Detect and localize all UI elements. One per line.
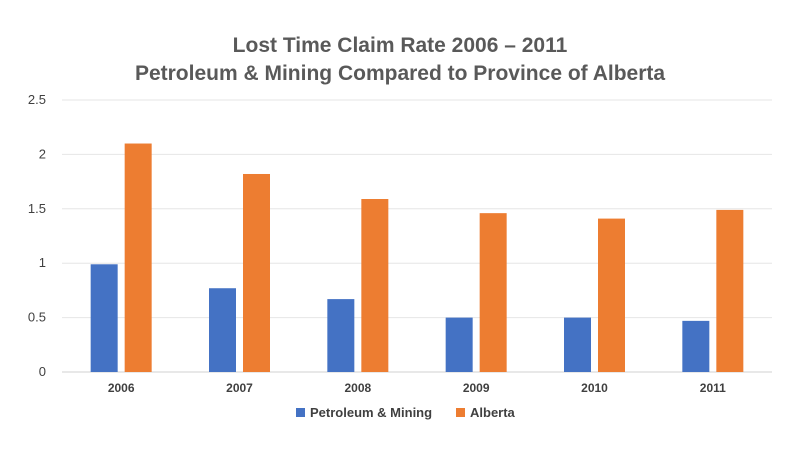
y-tick-label: 2.5 [28, 92, 46, 107]
bar-alberta-2007 [243, 173, 270, 372]
bar-petroleum-mining-2010 [564, 317, 591, 372]
chart-subtitle: Petroleum & Mining Compared to Province … [135, 62, 665, 85]
bar-petroleum-mining-2011 [682, 320, 710, 372]
x-tick-label: 2011 [700, 381, 726, 395]
bar-alberta-2008 [361, 199, 389, 372]
bar-alberta-2009 [479, 213, 507, 372]
x-tick-label: 2010 [581, 381, 608, 395]
y-tick-label: 1.5 [28, 201, 46, 216]
bar-alberta-2010 [598, 218, 625, 372]
y-axis-ticks: 0 0.5 1 1.5 2 2.5 [28, 92, 46, 379]
legend-label-alberta: Alberta [470, 405, 516, 420]
bar-alberta-2011 [716, 209, 744, 372]
bar-petroleum-mining-2006 [90, 264, 118, 372]
bar-alberta-2006 [124, 143, 152, 372]
gridlines [62, 99, 772, 373]
bar-petroleum-mining-2008 [327, 299, 355, 372]
chart-title: Lost Time Claim Rate 2006 – 2011 [233, 34, 568, 57]
x-tick-label: 2008 [344, 381, 371, 395]
legend-swatch-alberta [456, 408, 465, 417]
bars [90, 143, 744, 372]
x-tick-label: 2006 [108, 381, 135, 395]
legend-swatch-petroleum-mining [296, 408, 305, 417]
bar-petroleum-mining-2007 [209, 288, 236, 372]
x-tick-label: 2007 [226, 381, 253, 395]
x-axis-ticks: 2006 2007 2008 2009 2010 2011 [108, 381, 726, 395]
y-tick-label: 2 [39, 146, 46, 161]
y-tick-label: 1 [39, 255, 46, 270]
bar-petroleum-mining-2009 [445, 317, 473, 372]
y-tick-label: 0 [39, 364, 46, 379]
legend-label-petroleum-mining: Petroleum & Mining [310, 405, 432, 420]
x-tick-label: 2009 [463, 381, 490, 395]
legend: Petroleum & Mining Alberta [296, 405, 516, 420]
y-tick-label: 0.5 [28, 310, 46, 325]
